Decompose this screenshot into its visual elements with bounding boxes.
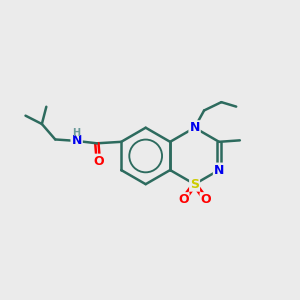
Text: O: O: [93, 154, 104, 168]
Text: H: H: [72, 136, 81, 146]
Text: N: N: [71, 134, 82, 147]
Text: O: O: [178, 193, 189, 206]
Text: N: N: [189, 121, 200, 134]
Text: O: O: [201, 193, 211, 206]
Text: N: N: [214, 164, 224, 177]
Text: H: H: [72, 128, 80, 138]
Text: S: S: [190, 178, 199, 191]
